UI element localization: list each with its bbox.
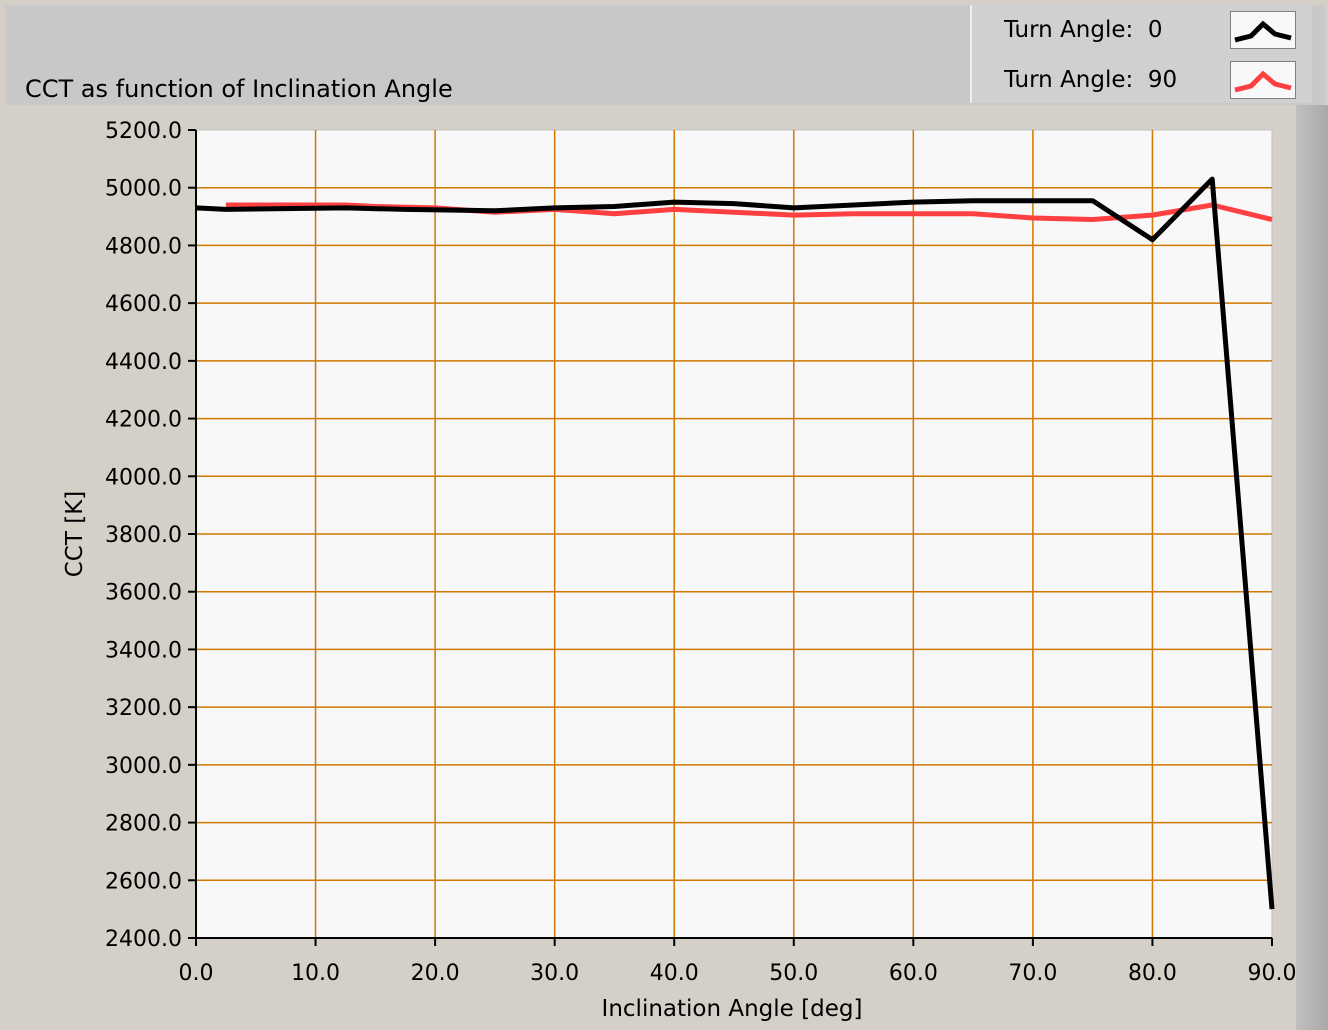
y-tick-label: 2600.0 [105, 869, 182, 894]
x-tick-label: 50.0 [769, 961, 818, 986]
y-tick-label: 5200.0 [105, 119, 182, 144]
x-tick-label: 90.0 [1248, 961, 1297, 986]
y-tick-label: 2800.0 [105, 812, 182, 837]
y-tick-label: 4800.0 [105, 234, 182, 259]
x-tick-label: 80.0 [1128, 961, 1177, 986]
x-tick-label: 0.0 [179, 961, 214, 986]
y-axis-title: CCT [K] [62, 491, 88, 578]
y-tick-label: 3400.0 [105, 638, 182, 663]
x-tick-label: 20.0 [411, 961, 460, 986]
y-tick-label: 3600.0 [105, 581, 182, 606]
x-tick-label: 30.0 [530, 961, 579, 986]
y-tick-label: 2400.0 [105, 927, 182, 952]
x-tick-label: 70.0 [1008, 961, 1057, 986]
y-tick-label: 3200.0 [105, 696, 182, 721]
x-tick-label: 40.0 [650, 961, 699, 986]
x-tick-label: 10.0 [291, 961, 340, 986]
y-tick-label: 4400.0 [105, 350, 182, 375]
y-tick-label: 5000.0 [105, 177, 182, 202]
x-axis-title: Inclination Angle [deg] [602, 996, 863, 1022]
y-tick-label: 4000.0 [105, 465, 182, 490]
x-tick-label: 60.0 [889, 961, 938, 986]
y-tick-label: 4600.0 [105, 292, 182, 317]
y-tick-label: 4200.0 [105, 408, 182, 433]
y-tick-label: 3000.0 [105, 754, 182, 779]
y-tick-label: 3800.0 [105, 523, 182, 548]
